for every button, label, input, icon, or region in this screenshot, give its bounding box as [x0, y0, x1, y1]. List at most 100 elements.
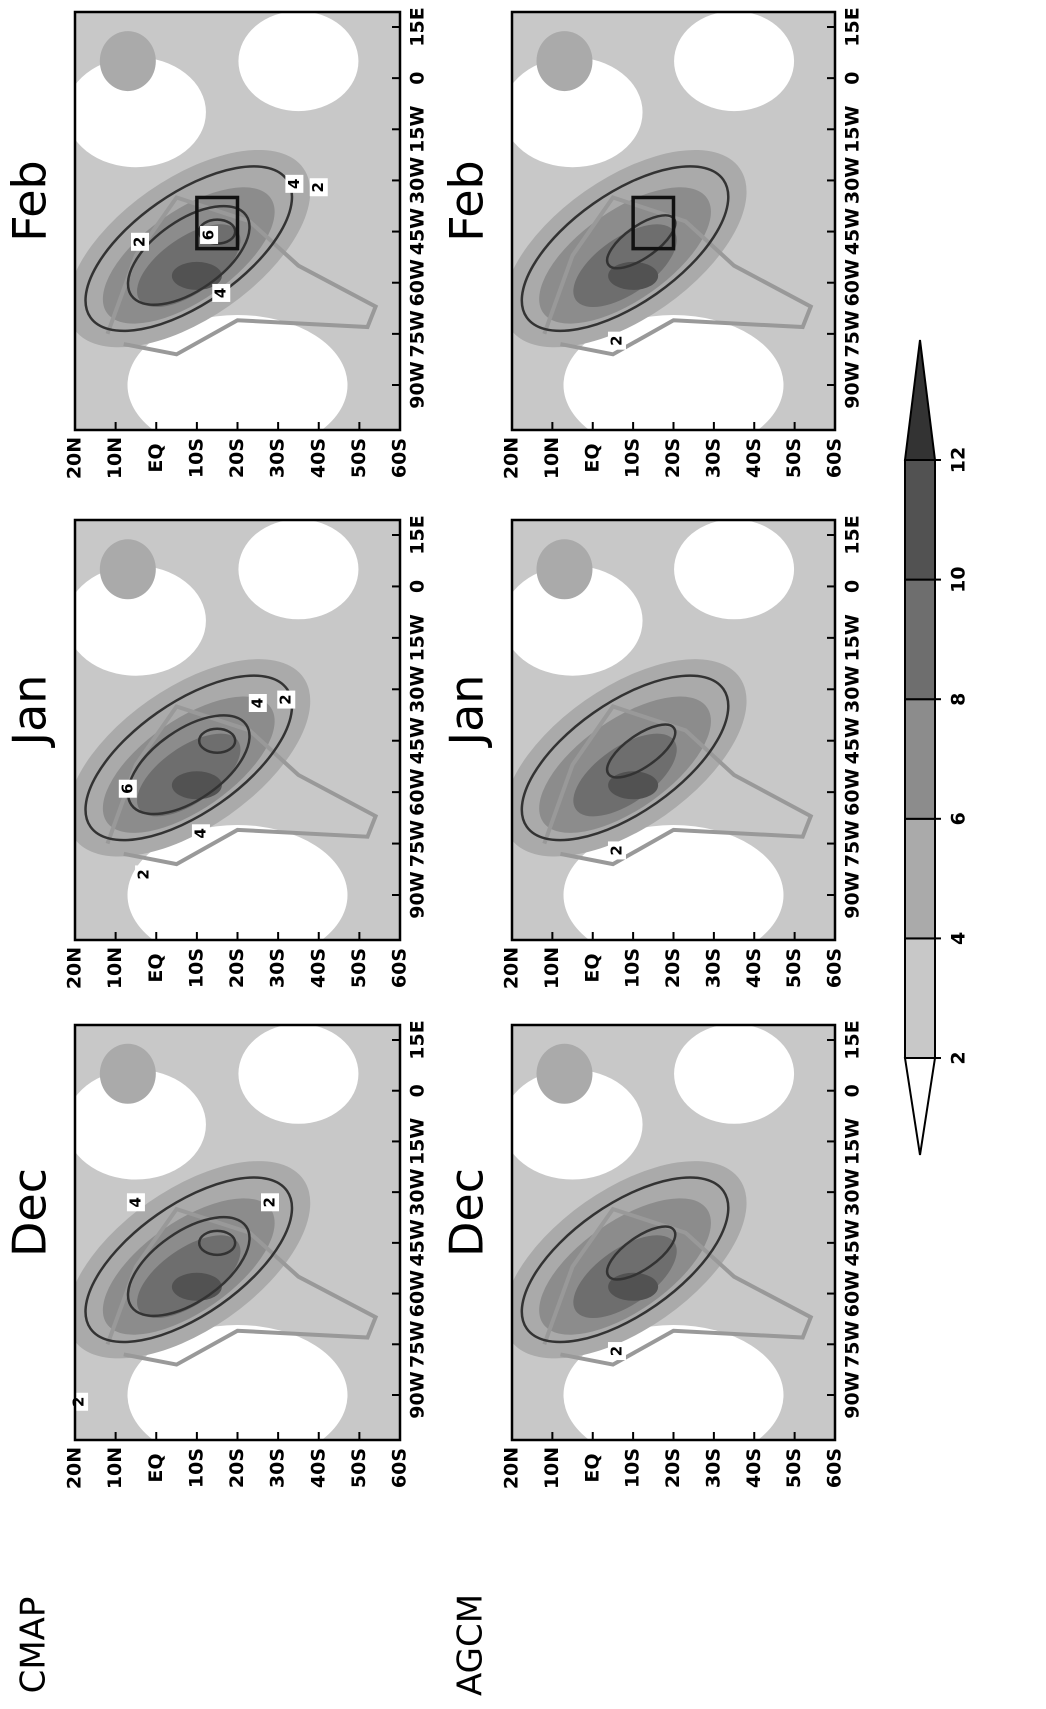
dry-area	[674, 1025, 795, 1124]
lon-tick-label: 60W	[842, 768, 864, 815]
lat-tick-label: 30S	[702, 438, 724, 478]
lon-tick-label: 90W	[842, 871, 864, 918]
lon-tick-label: 45W	[407, 1219, 429, 1266]
contour	[84, 674, 294, 842]
dry-area	[238, 1025, 359, 1124]
colorbar-tick-label: 6	[948, 812, 970, 825]
lat-tick-label: 10N	[104, 437, 126, 479]
dry-area	[75, 1069, 206, 1180]
panel-title: Jan	[3, 675, 57, 749]
coastline	[542, 704, 814, 867]
lat-tick-label: 60S	[389, 948, 411, 988]
lat-tick-label: EQ	[581, 953, 603, 982]
lon-tick-label: 60W	[842, 259, 864, 306]
lat-tick-label: 50S	[348, 438, 370, 478]
shade	[536, 1043, 593, 1104]
contour-label-bg	[126, 1193, 145, 1212]
lat-tick-label: 10N	[104, 947, 126, 989]
contour-label: 4	[126, 1197, 144, 1207]
panel-title: Jan	[440, 675, 494, 749]
map-content	[75, 520, 400, 940]
lat-tick-label: 30S	[267, 1448, 289, 1488]
lat-tick-label: 10S	[622, 1448, 644, 1488]
dry-area	[127, 1325, 348, 1440]
shade	[536, 539, 593, 600]
lon-tick-label: 45W	[842, 208, 864, 255]
contour-label: 2	[70, 1397, 88, 1407]
lon-tick-label: 75W	[407, 1321, 429, 1368]
shade	[171, 1272, 222, 1301]
coastline	[105, 1206, 379, 1367]
box	[631, 195, 676, 251]
colorbar-segment	[904, 459, 936, 581]
contour-label: 4	[212, 288, 230, 298]
lat-tick-label: EQ	[145, 1453, 167, 1482]
lon-tick-label: 45W	[407, 208, 429, 255]
map-panel	[510, 10, 837, 432]
lat-tick-label: 20S	[226, 438, 248, 478]
contour	[520, 674, 730, 842]
lat-tick-label: 10N	[541, 1447, 563, 1489]
colorbar-tick-label: 2	[948, 1051, 970, 1064]
colorbar-segment	[904, 698, 936, 820]
contour	[126, 1215, 251, 1318]
lat-tick-label: 50S	[783, 948, 805, 988]
colorbar-segment	[904, 578, 936, 701]
contour	[197, 1229, 237, 1257]
lat-tick-label: 10S	[185, 1448, 207, 1488]
lon-tick-label: 15W	[842, 614, 864, 661]
lat-tick-label: 20S	[226, 948, 248, 988]
lon-tick-label: 0	[407, 580, 429, 593]
lat-tick-label: EQ	[581, 1453, 603, 1482]
dry-area	[127, 315, 348, 430]
lon-tick-label: 0	[407, 72, 429, 85]
lat-tick-label: 10S	[185, 438, 207, 478]
lat-tick-label: 30S	[267, 438, 289, 478]
lon-tick-label: 15E	[842, 515, 864, 554]
lat-tick-label: 60S	[389, 438, 411, 478]
shade	[99, 1043, 156, 1104]
lon-tick-label: 15E	[407, 515, 429, 554]
lon-tick-label: 30W	[842, 157, 864, 204]
map-panel	[73, 518, 402, 942]
lon-tick-label: 90W	[842, 361, 864, 408]
contour	[520, 1176, 730, 1344]
contour-label-bg	[248, 694, 267, 712]
panel-title: Dec	[440, 1168, 494, 1257]
lon-tick-label: 60W	[407, 259, 429, 306]
contour-label-bg	[261, 1193, 279, 1212]
map-content	[75, 12, 400, 430]
box	[195, 195, 240, 251]
contour-label: 6	[118, 783, 136, 793]
lat-tick-label: 30S	[267, 948, 289, 988]
dry-area	[512, 565, 643, 676]
contour-label: 2	[277, 694, 295, 704]
dry-area	[238, 12, 359, 112]
colorbar-segment	[904, 937, 936, 1060]
lat-tick-label: 20S	[226, 1448, 248, 1488]
lon-tick-label: 15E	[407, 7, 429, 46]
lon-tick-label: 0	[842, 580, 864, 593]
panel-title: Dec	[3, 1168, 57, 1257]
lon-tick-label: 75W	[407, 310, 429, 357]
lat-tick-label: 20N	[501, 947, 523, 989]
contour	[197, 727, 237, 754]
colorbar-low	[903, 1057, 937, 1156]
contour-label-bg	[118, 779, 137, 798]
lat-tick-label: 40S	[307, 1448, 329, 1488]
lat-tick-label: 20N	[501, 437, 523, 479]
lat-tick-label: 10S	[622, 438, 644, 478]
map-panel	[510, 518, 837, 942]
contour-label: 2	[131, 237, 149, 247]
map-content	[75, 1025, 400, 1440]
lon-tick-label: 45W	[842, 1219, 864, 1266]
lat-tick-label: 10S	[622, 948, 644, 988]
lat-tick-label: 40S	[743, 1448, 765, 1488]
lon-tick-label: 60W	[407, 1270, 429, 1317]
map-panel	[70, 1023, 402, 1442]
map-panel	[73, 10, 402, 432]
map-panel	[510, 1023, 837, 1442]
contour-label-bg	[200, 225, 219, 244]
colorbar-tick-label: 12	[948, 447, 970, 473]
lat-tick-label: 40S	[743, 948, 765, 988]
